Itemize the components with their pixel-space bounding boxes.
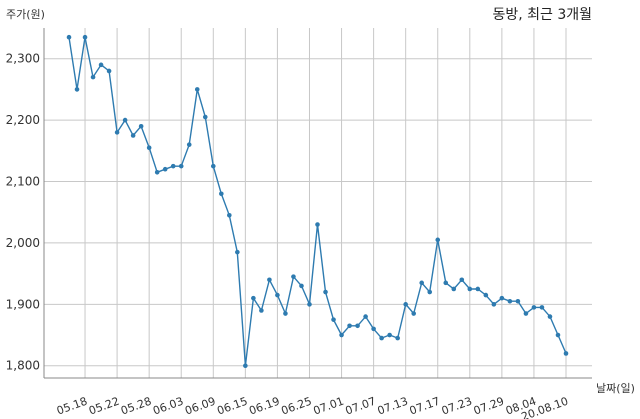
x-tick-label: 06.03 (151, 395, 185, 418)
data-point (475, 286, 481, 292)
data-point (122, 117, 128, 123)
x-tick-label: 06.15 (215, 395, 249, 418)
data-point (227, 212, 232, 218)
x-tick-label: 07.17 (408, 395, 442, 418)
data-point (251, 295, 256, 301)
data-point (162, 166, 168, 172)
data-point (539, 305, 545, 310)
y-axis-label: 주가(원) (6, 8, 45, 21)
data-point (499, 295, 505, 301)
data-point (355, 323, 360, 329)
data-point (547, 314, 553, 319)
data-point (243, 363, 248, 369)
y-tick-label: 2,200 (6, 113, 40, 127)
data-point (331, 317, 336, 322)
data-point (130, 133, 136, 138)
data-point (467, 286, 473, 292)
data-point (491, 302, 497, 307)
data-point (555, 332, 561, 338)
x-tick-label: 06.19 (247, 395, 281, 418)
x-tick-label: 07.01 (312, 395, 346, 418)
data-point (267, 277, 272, 283)
data-point (371, 326, 376, 332)
data-point (219, 191, 224, 197)
data-point (178, 163, 184, 169)
data-point (146, 145, 152, 151)
data-point (531, 305, 537, 310)
data-point (411, 311, 416, 316)
y-tick-label: 1,900 (6, 297, 40, 311)
data-point (363, 314, 368, 319)
data-point (74, 87, 80, 92)
data-point (347, 323, 352, 329)
x-tick-label: 06.25 (279, 395, 313, 418)
data-point (283, 311, 288, 316)
data-point (483, 292, 489, 298)
data-point (186, 142, 192, 147)
data-point (451, 286, 457, 292)
data-point (443, 280, 449, 286)
data-point (291, 274, 296, 279)
data-point (315, 222, 320, 227)
data-point (90, 74, 96, 80)
x-tick-label: 05.22 (87, 395, 121, 418)
data-point (66, 34, 72, 40)
x-axis-label: 날짜(일) (596, 382, 635, 395)
data-point (387, 332, 392, 338)
data-point (98, 62, 104, 68)
y-tick-label: 2,300 (6, 52, 40, 66)
x-tick-label: 07.29 (472, 395, 506, 418)
data-point (419, 280, 425, 286)
x-tick-label: 05.18 (55, 395, 89, 418)
data-point (515, 298, 521, 304)
y-tick-label: 2,000 (6, 236, 40, 250)
data-point (106, 68, 112, 74)
x-tick-label: 07.23 (440, 395, 474, 418)
data-point (259, 308, 264, 313)
data-point (523, 311, 529, 316)
x-tick-label: 07.07 (344, 395, 378, 418)
data-point (379, 335, 384, 341)
data-point (114, 130, 120, 135)
series-line (68, 37, 567, 366)
data-point (299, 283, 304, 289)
data-point (339, 332, 344, 338)
data-point (323, 289, 328, 295)
x-tick-label: 06.09 (183, 395, 217, 418)
x-tick-label: 07.13 (376, 395, 410, 418)
data-point (235, 249, 240, 255)
data-point (435, 237, 441, 243)
data-point (154, 169, 160, 175)
data-point (507, 298, 513, 304)
chart-title: 동방, 최근 3개월 (492, 7, 592, 23)
data-point (82, 34, 88, 40)
data-point (202, 114, 208, 120)
data-point (403, 302, 408, 307)
data-point (307, 302, 312, 307)
data-point (194, 87, 200, 92)
data-point (275, 292, 280, 298)
data-point (210, 163, 216, 169)
data-point (459, 277, 465, 283)
data-point (427, 289, 433, 295)
data-point (563, 351, 569, 356)
data-point (395, 335, 400, 341)
data-point (170, 163, 176, 169)
x-tick-label: 05.28 (119, 395, 153, 418)
data-point (138, 123, 144, 129)
y-tick-label: 1,800 (6, 359, 40, 373)
y-tick-label: 2,100 (6, 175, 40, 189)
